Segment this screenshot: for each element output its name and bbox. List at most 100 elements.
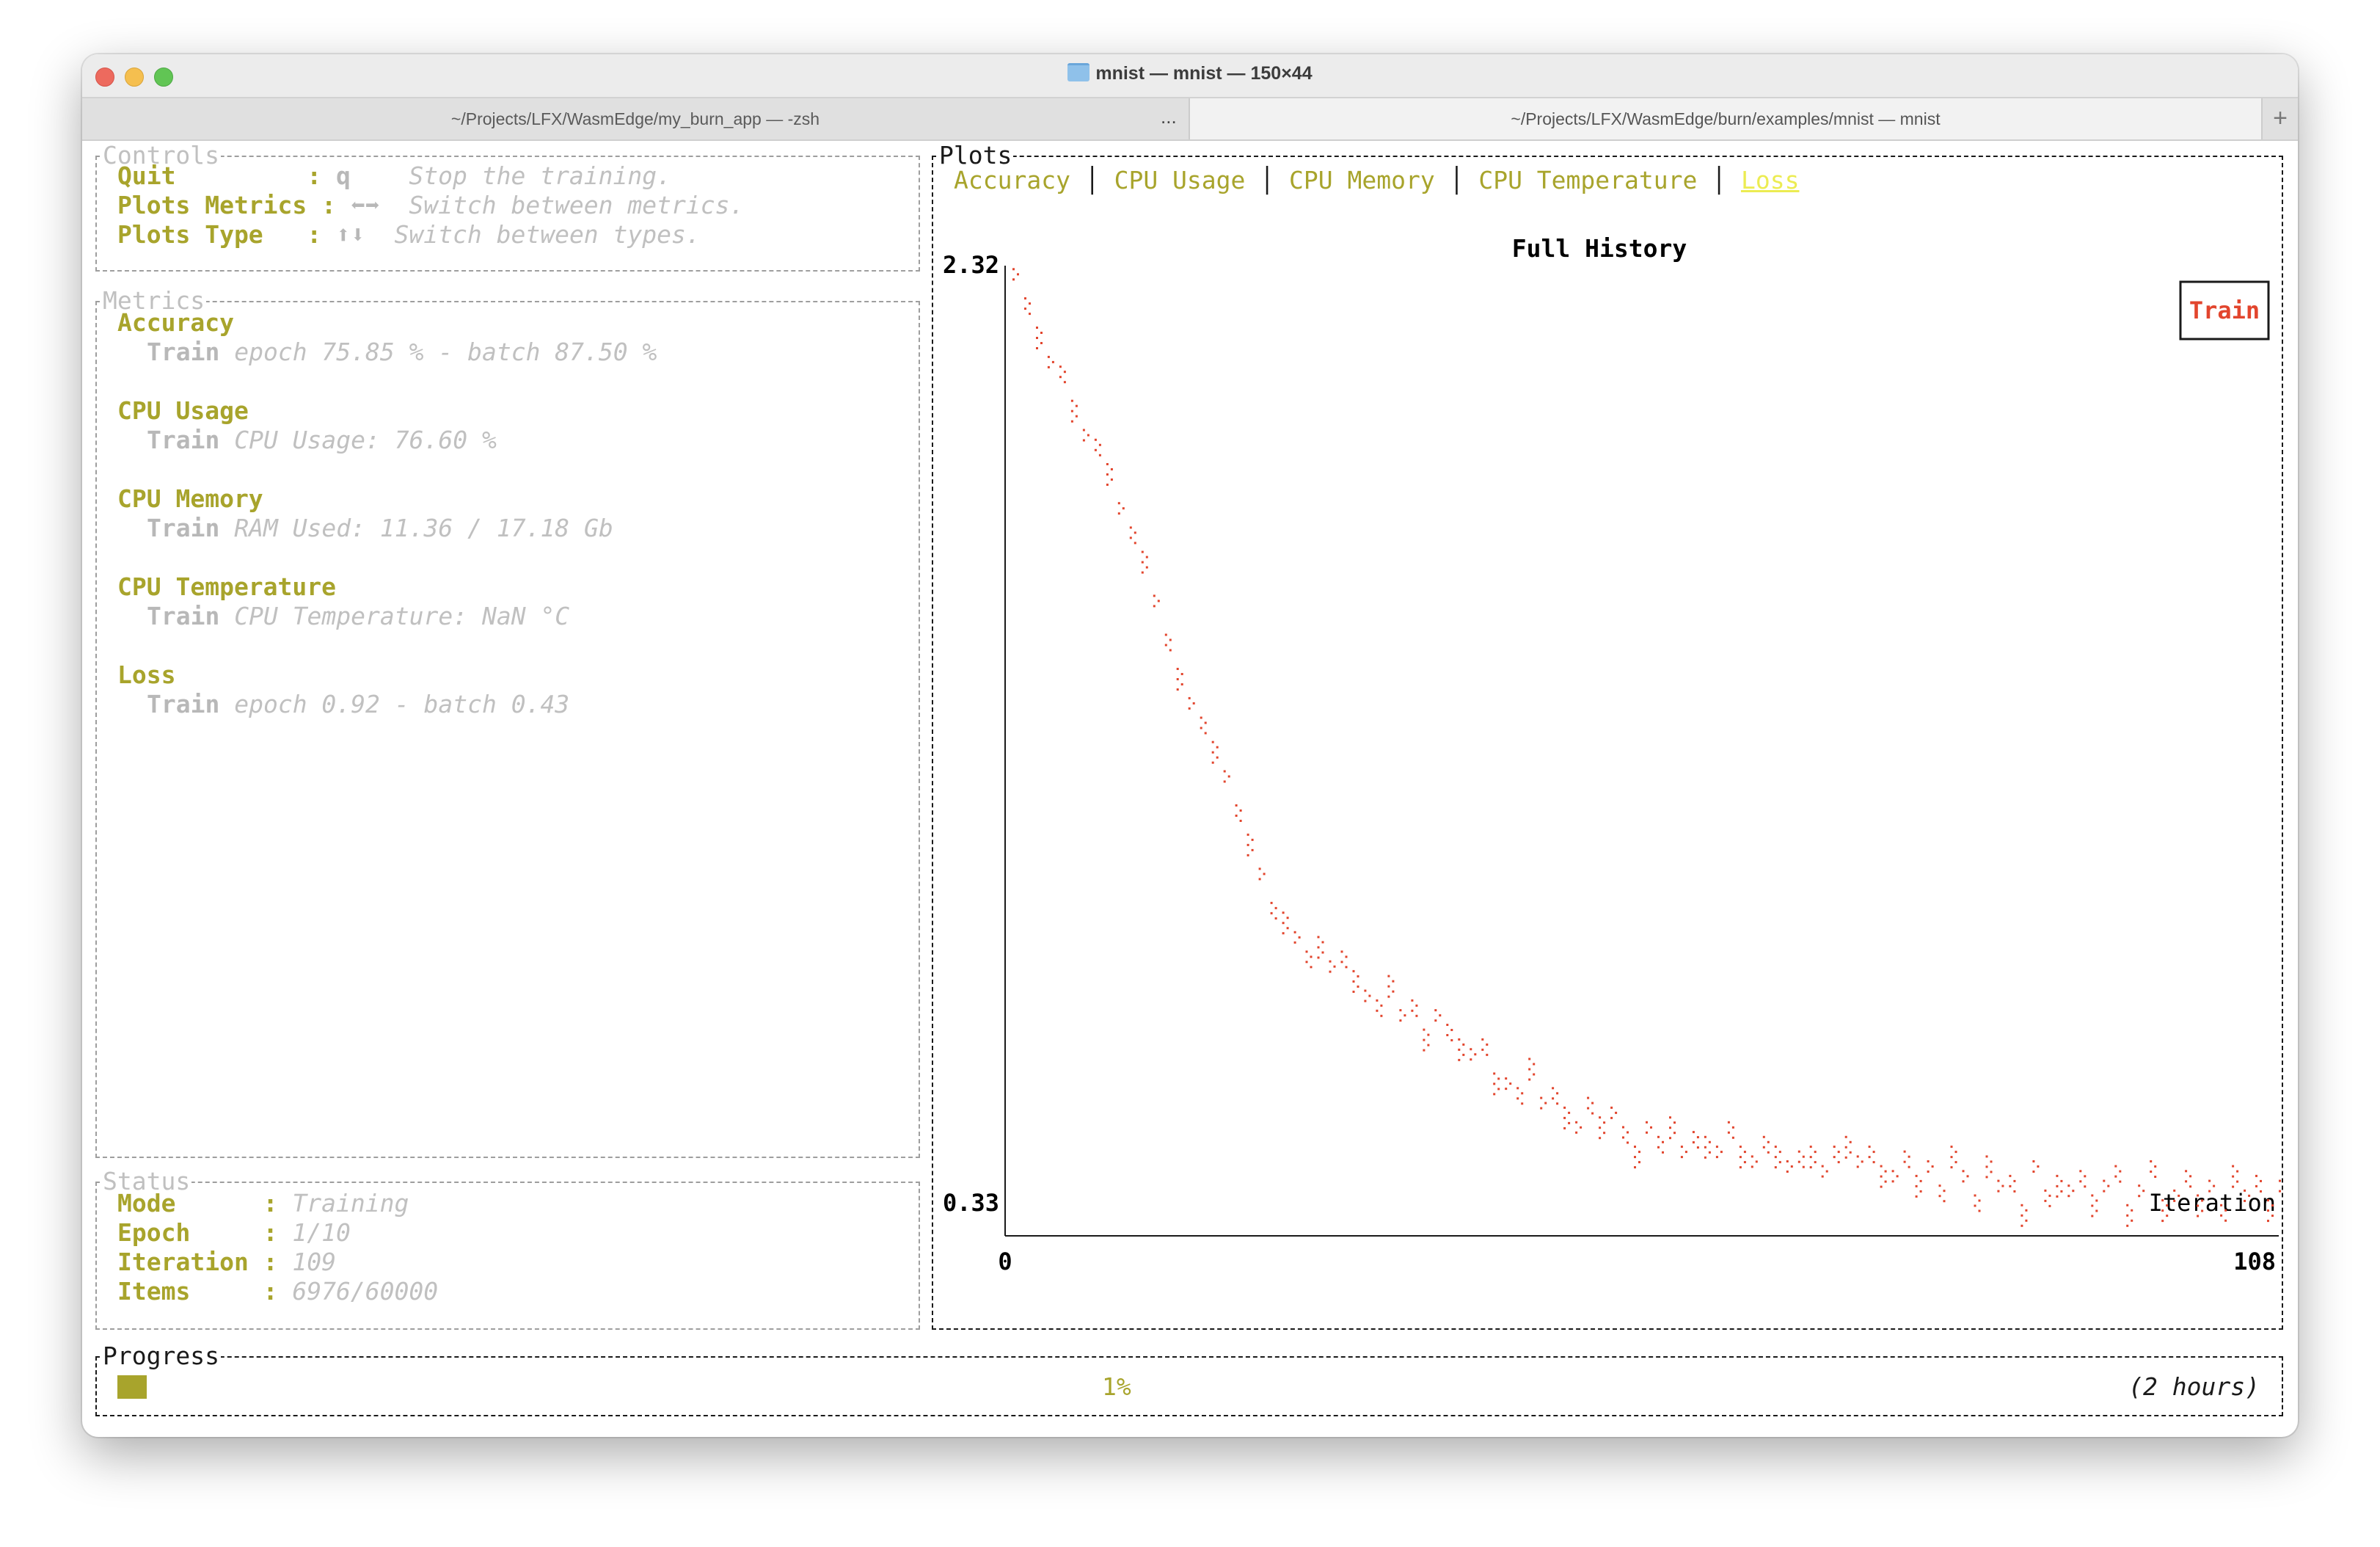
legend-box (2179, 280, 2270, 341)
data-point (1012, 268, 1019, 281)
data-point (1797, 1150, 1805, 1168)
metrics-title: Metrics (101, 286, 207, 316)
tab-overflow-indicator: ... (1161, 106, 1177, 128)
progress-title: Progress (101, 1342, 221, 1371)
plots-tab-accuracy[interactable]: Accuracy (954, 166, 1070, 194)
plots-tab-loss[interactable]: Loss (1740, 166, 1800, 194)
data-point (1211, 740, 1219, 764)
data-point (2032, 1160, 2040, 1173)
zoom-window-button[interactable] (154, 68, 173, 87)
data-point (1282, 911, 1289, 935)
plots-tab-cpu-temperature[interactable]: CPU Temperature (1478, 166, 1698, 194)
data-point (1223, 770, 1230, 783)
data-point (2056, 1174, 2063, 1198)
x-tick-label-min: 0 (998, 1248, 1012, 1275)
data-point (2255, 1174, 2262, 1193)
data-point (1153, 594, 1160, 608)
window-title: mnist — mnist — 150×44 (82, 63, 2298, 84)
data-point (1587, 1096, 1594, 1115)
data-point (1751, 1155, 1758, 1168)
data-point (1985, 1155, 1993, 1179)
plots-tab-cpu-usage[interactable]: CPU Usage (1114, 166, 1246, 194)
tab-mnist[interactable]: ~/Projects/LFX/WasmEdge/burn/examples/mn… (1190, 98, 2261, 139)
status-row-epoch: Epoch : 1/10 (117, 1218, 351, 1247)
data-point (1246, 833, 1254, 856)
control-row-plots-type: Plots Type : ⬆⬇ Switch between types. (117, 220, 701, 249)
progress-percent: 1% (1102, 1372, 1131, 1401)
close-window-button[interactable] (95, 68, 114, 87)
data-point (1070, 399, 1078, 423)
data-point (1563, 1106, 1571, 1129)
y-tick-label-max: 2.32 (943, 251, 999, 279)
control-row-plots-metrics: Plots Metrics : ⬅➡ Switch between metric… (117, 191, 745, 219)
plots-tab-bar: Accuracy │ CPU Usage │ CPU Memory │ CPU … (954, 166, 1800, 194)
data-point (1599, 1116, 1606, 1140)
data-point (2161, 1199, 2169, 1223)
data-point (1481, 1038, 1489, 1056)
data-point (1669, 1116, 1676, 1140)
data-point (1552, 1087, 1559, 1105)
data-point (1762, 1135, 1770, 1154)
data-point (1399, 1009, 1406, 1022)
data-point (1106, 463, 1113, 486)
data-point (2232, 1165, 2239, 1188)
data-point (1059, 365, 1066, 384)
data-point (1376, 999, 1383, 1017)
data-point (1774, 1146, 1781, 1169)
data-point (1200, 716, 1207, 735)
data-point (1188, 696, 1195, 710)
data-point (2103, 1179, 2110, 1193)
status-row-iteration: Iteration : 109 (117, 1248, 337, 1276)
data-point (1141, 550, 1148, 574)
data-point (2126, 1204, 2133, 1227)
progress-eta: (2 hours) (2128, 1372, 2260, 1401)
data-point (1974, 1194, 1981, 1212)
data-point (2244, 1189, 2251, 1202)
tab-zsh[interactable]: ~/Projects/LFX/WasmEdge/my_burn_app — -z… (82, 98, 1190, 139)
status-panel: Status Mode : Training Epoch : 1/10 Iter… (95, 1167, 920, 1330)
data-point (1364, 989, 1371, 1002)
metric-value-loss: Train epoch 0.92 - batch 0.43 (147, 690, 570, 718)
data-point (1094, 438, 1101, 456)
data-point (2150, 1160, 2157, 1178)
data-point (1082, 429, 1089, 442)
chart-title: Full History (1512, 234, 1687, 263)
loss-chart: Full History 2.32 0.33 0 108 Iteration T… (943, 234, 2281, 1275)
control-row-quit: Quit : q Stop the training. (117, 161, 672, 190)
data-point (2138, 1184, 2145, 1198)
terminal-window: mnist — mnist — 150×44 ~/Projects/LFX/Wa… (82, 54, 2298, 1437)
data-point (1528, 1058, 1536, 1081)
data-point (1458, 1038, 1465, 1061)
data-point (1329, 960, 1336, 973)
minimize-window-button[interactable] (125, 68, 144, 87)
data-point (1680, 1146, 1687, 1159)
data-point (1950, 1146, 1957, 1169)
plots-tab-cpu-memory[interactable]: CPU Memory (1289, 166, 1435, 194)
data-point (1270, 901, 1277, 920)
data-point (2009, 1174, 2016, 1193)
data-point (1844, 1135, 1852, 1159)
data-point (1305, 950, 1313, 969)
data-point (1164, 633, 1172, 652)
folder-icon (1067, 63, 1090, 81)
metric-value-accuracy: Train epoch 75.85 % - batch 87.50 % (147, 338, 657, 366)
terminal-content[interactable]: Controls Quit : q Stop the training. Plo… (82, 141, 2298, 1437)
data-point (2197, 1194, 2204, 1217)
data-point (1575, 1121, 1583, 1134)
data-point (1715, 1146, 1723, 1159)
new-tab-button[interactable]: + (2261, 98, 2298, 139)
data-point (1470, 1048, 1477, 1061)
data-point (1833, 1146, 1840, 1164)
data-point (1727, 1121, 1734, 1139)
data-point (1915, 1174, 1922, 1198)
data-point (1821, 1165, 1828, 1178)
data-point (1340, 950, 1348, 969)
data-point (1387, 975, 1395, 998)
data-point (1622, 1126, 1629, 1144)
data-point (1047, 355, 1054, 368)
legend-label-train: Train (2189, 296, 2260, 324)
x-tick-label-max: 108 (2233, 1248, 2276, 1275)
controls-panel: Controls Quit : q Stop the training. Plo… (95, 141, 920, 272)
data-point (1540, 1096, 1547, 1110)
data-point (2279, 1179, 2281, 1193)
